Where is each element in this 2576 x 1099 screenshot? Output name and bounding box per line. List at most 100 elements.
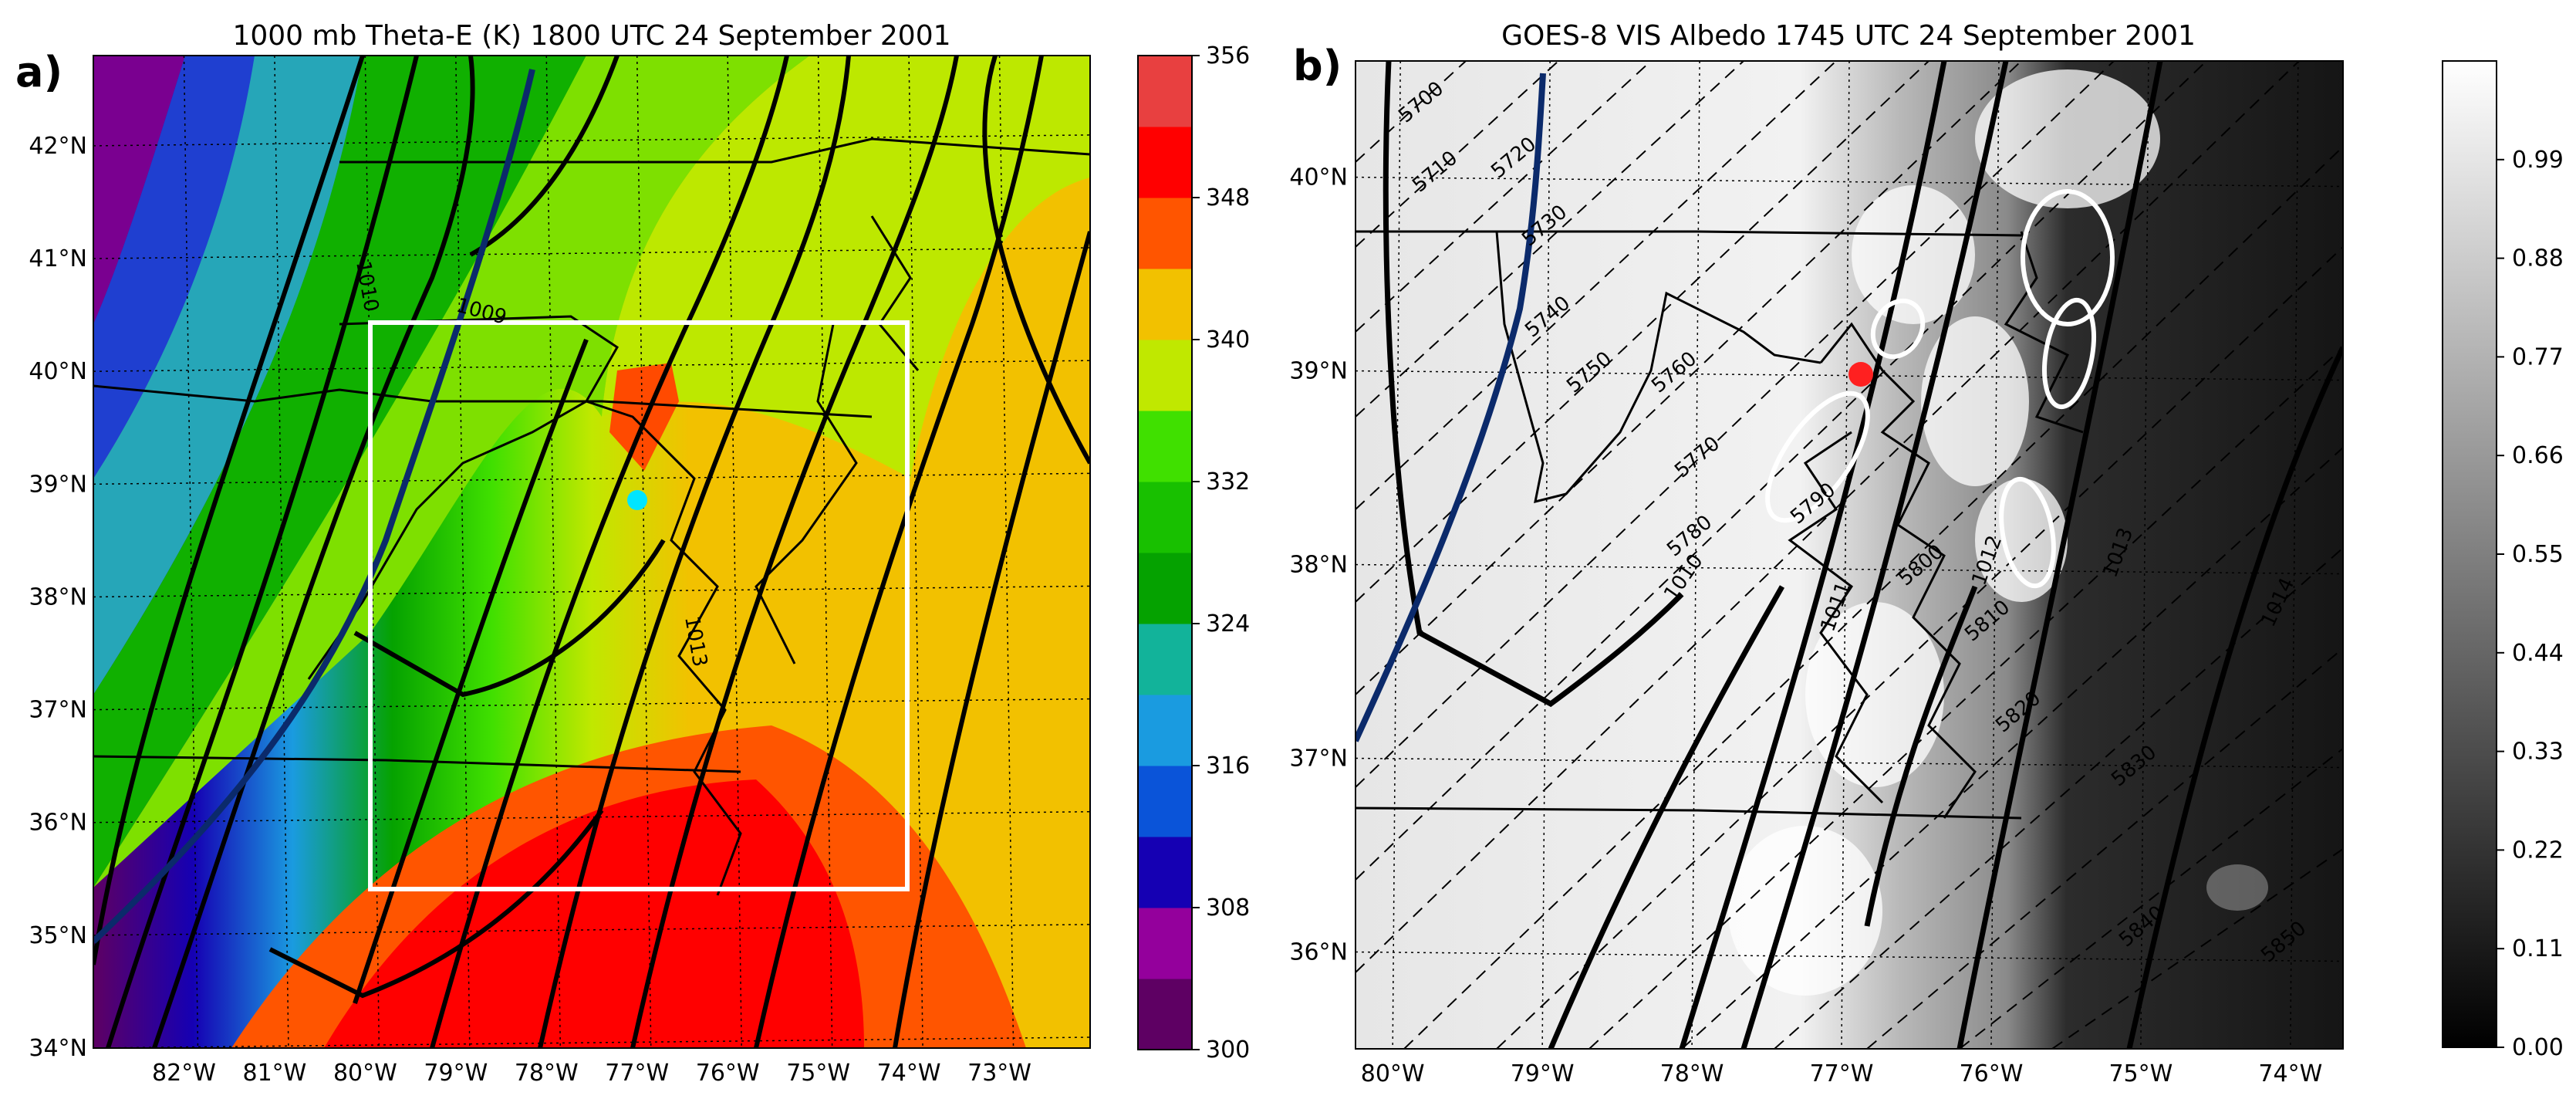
y-tick-label: 36°N xyxy=(1289,939,1348,966)
x-tick-label: 79°W xyxy=(1511,1060,1575,1087)
colorbar-tick-label: 348 xyxy=(1206,184,1250,211)
y-tick-label: 41°N xyxy=(29,245,87,272)
colorbar-segment xyxy=(1138,340,1192,411)
y-tick-label: 35°N xyxy=(29,922,87,949)
meridian-line xyxy=(1841,61,1850,1049)
x-tick-label: 76°W xyxy=(1960,1060,2024,1087)
y-tick-label: 36°N xyxy=(29,810,87,837)
theta-e-band-cyan xyxy=(93,56,363,695)
panel-a-label: a) xyxy=(15,48,62,96)
colorbar-frame xyxy=(1137,55,1193,1050)
panel-b-y-axis: 36°N 37°N 38°N 39°N 40°N xyxy=(1289,164,1348,966)
colorbar-tick-label: 300 xyxy=(1206,1036,1250,1063)
meridian-line xyxy=(1691,61,1700,1049)
x-tick-label: 73°W xyxy=(967,1060,1031,1087)
theta-e-band-purple xyxy=(93,56,185,324)
x-tick-label: 76°W xyxy=(696,1060,760,1087)
parallel-line xyxy=(1356,176,2343,188)
colorbar-tick-label: 0.55 xyxy=(2512,541,2564,568)
panel-b-colorbar-ticks: 0.00 0.11 0.22 0.33 0.44 0.55 0.66 0.77 0.88 0.99 xyxy=(2497,147,2564,1061)
panel-b-red-dot xyxy=(1848,362,1873,387)
panel-b-map: 5700 5710 5720 5730 5740 5750 5760 5770 … xyxy=(1356,61,2343,1049)
meridian-line xyxy=(1392,61,1401,1049)
panel-b-title: GOES-8 VIS Albedo 1745 UTC 24 September … xyxy=(1501,20,2196,52)
panel-a-map: 1009 1010 1013 xyxy=(93,56,1090,1048)
y-tick-label: 37°N xyxy=(1289,746,1348,773)
panel-a-cyan-dot xyxy=(627,490,647,510)
panel-a-title: 1000 mb Theta-E (K) 1800 UTC 24 Septembe… xyxy=(232,20,950,52)
colorbar-tick-label: 324 xyxy=(1206,610,1250,637)
panel-b-front-line xyxy=(1356,73,1546,742)
colorbar-segment xyxy=(1138,482,1192,553)
colorbar-tick-label: 356 xyxy=(1206,42,1250,69)
y-tick-label: 39°N xyxy=(29,471,87,498)
x-tick-label: 81°W xyxy=(242,1060,306,1087)
colorbar-segment xyxy=(1138,979,1192,1050)
x-tick-label: 77°W xyxy=(1810,1060,1874,1087)
colorbar-segment xyxy=(1138,624,1192,695)
panel-b-colorbar xyxy=(2442,60,2497,1048)
panel-b-cell-ellipses xyxy=(1765,189,2115,589)
colorbar-tick-label: 0.77 xyxy=(2512,343,2564,370)
y-tick-label: 40°N xyxy=(29,358,87,385)
y-tick-label: 39°N xyxy=(1289,358,1348,385)
panel-b-frame xyxy=(1355,60,2344,1050)
colorbar-segment xyxy=(1138,198,1192,269)
colorbar-tick-label: 340 xyxy=(1206,326,1250,353)
panel-b-isobars xyxy=(1383,61,2343,1049)
panel-a-geography xyxy=(93,137,1090,896)
colorbar-tick-label: 308 xyxy=(1206,894,1250,921)
x-tick-label: 82°W xyxy=(152,1060,216,1087)
theta-e-band-red xyxy=(324,779,864,1048)
theta-e-band-blue xyxy=(93,56,255,478)
theta-e-band-green xyxy=(93,56,586,888)
y-tick-label: 40°N xyxy=(1289,164,1348,191)
x-tick-label: 80°W xyxy=(1361,1060,1425,1087)
x-tick-label: 79°W xyxy=(424,1060,488,1087)
panel-a-front-line xyxy=(93,69,535,944)
panel-a-isobars xyxy=(93,56,1090,1048)
colorbar-tick-label: 0.33 xyxy=(2512,739,2564,766)
panel-a-y-axis: 34°N 35°N 36°N 37°N 38°N 39°N 40°N 41°N 42°N xyxy=(29,133,87,1062)
colorbar-segment xyxy=(1138,269,1192,340)
colorbar-segment xyxy=(1138,908,1192,979)
panel-a-study-box xyxy=(368,320,910,891)
x-tick-label: 78°W xyxy=(1660,1060,1724,1087)
colorbar-tick-label: 332 xyxy=(1206,468,1250,495)
colorbar-segment xyxy=(1138,127,1192,198)
panel-a-x-axis: 82°W 81°W 80°W 79°W 78°W 77°W 76°W 75°W 74°W 73°W xyxy=(152,1060,1031,1087)
x-tick-label: 75°W xyxy=(2108,1060,2173,1087)
panel-b: b) GOES-8 VIS Albedo 1745 UTC 24 Septemb… xyxy=(1289,20,2563,1087)
colorbar-segment xyxy=(1138,56,1192,127)
y-tick-label: 38°N xyxy=(1289,552,1348,579)
parallel-line xyxy=(1356,563,2343,575)
panel-a-colorbar-ticks: 300 308 316 324 332 340 348 356 xyxy=(1192,42,1250,1063)
meridian-line xyxy=(1541,61,1551,1049)
x-tick-label: 77°W xyxy=(605,1060,669,1087)
x-tick-label: 80°W xyxy=(333,1060,397,1087)
panel-b-geography xyxy=(1356,230,2084,820)
colorbar-tick-label: 0.88 xyxy=(2512,245,2564,272)
colorbar-segment xyxy=(1138,411,1192,482)
y-tick-label: 34°N xyxy=(29,1035,87,1062)
colorbar-tick-label: 0.11 xyxy=(2512,935,2564,962)
colorbar-segment xyxy=(1138,837,1192,908)
x-tick-label: 75°W xyxy=(786,1060,850,1087)
colorbar-tick-label: 0.00 xyxy=(2512,1034,2564,1061)
colorbar-tick-label: 316 xyxy=(1206,752,1250,779)
y-tick-label: 37°N xyxy=(29,697,87,724)
colorbar-segment xyxy=(1138,695,1192,766)
x-tick-label: 74°W xyxy=(877,1060,941,1087)
panel-a-frame xyxy=(93,55,1091,1049)
colorbar-segment xyxy=(1138,766,1192,837)
y-tick-label: 38°N xyxy=(29,583,87,610)
colorbar-tick-label: 0.44 xyxy=(2512,640,2564,667)
x-tick-label: 78°W xyxy=(515,1060,579,1087)
colorbar-tick-label: 0.66 xyxy=(2512,442,2564,469)
parallel-line xyxy=(1356,757,2343,769)
theta-e-band-lightgreen xyxy=(93,56,810,888)
panel-a: a) 1000 mb Theta-E (K) 1800 UTC 24 Septe… xyxy=(15,20,1250,1087)
panel-b-x-axis: 80°W 79°W 78°W 77°W 76°W 75°W 74°W xyxy=(1361,1060,2322,1087)
panel-a-colorbar xyxy=(1137,55,1193,1050)
